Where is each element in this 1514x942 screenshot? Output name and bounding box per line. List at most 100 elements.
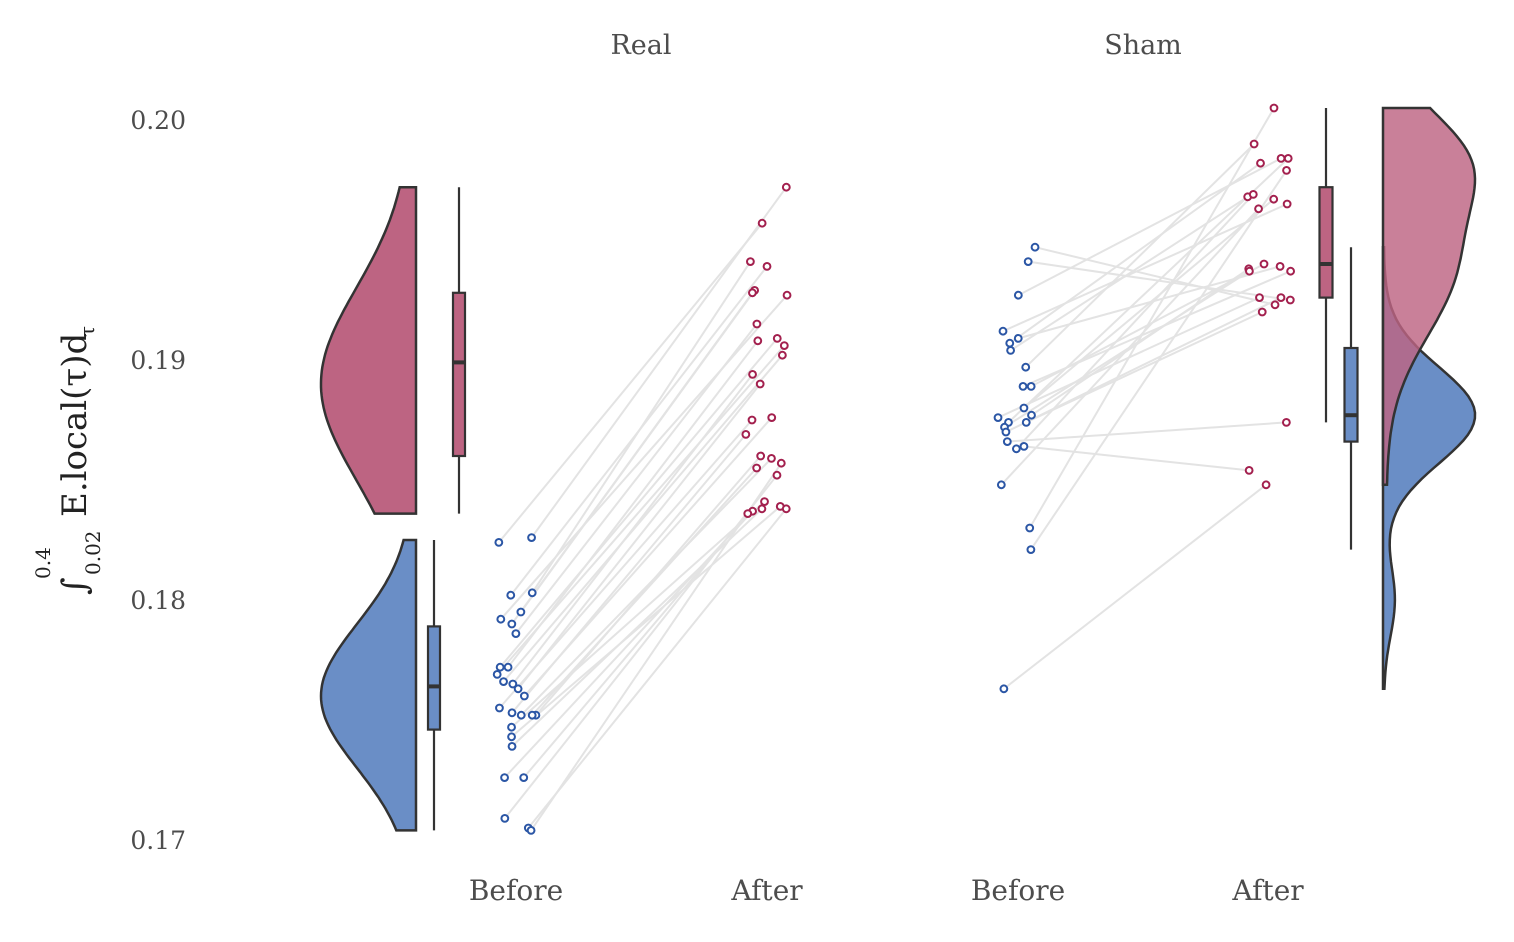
- before-point: [1013, 290, 1023, 300]
- y-tick-label: 0.19: [130, 346, 186, 375]
- paired-line: [1025, 311, 1263, 424]
- y-axis-label: ∫ 0.4 0.02 E.local(τ)d τ: [31, 326, 105, 595]
- after-point: [1275, 262, 1285, 271]
- before-point: [996, 480, 1006, 490]
- before-point: [496, 614, 506, 624]
- after-point: [757, 218, 767, 228]
- paired-line: [504, 474, 778, 820]
- after-point: [1259, 259, 1269, 269]
- before-point: [1026, 545, 1036, 554]
- paired-line: [510, 505, 781, 738]
- paired-points: [492, 182, 792, 835]
- before-point: [500, 814, 510, 823]
- before-point: [1019, 442, 1029, 451]
- y-label-expression-subscript: τ: [75, 326, 99, 337]
- before-point: [508, 679, 518, 689]
- paired-line: [1005, 296, 1282, 433]
- before-point: [1021, 362, 1031, 372]
- before-point: [507, 742, 517, 751]
- after-point: [1269, 194, 1279, 204]
- panel-real: Real Before After: [319, 30, 803, 907]
- before-point: [507, 722, 516, 732]
- paired-line: [511, 292, 754, 625]
- y-label-expression: E.local(τ)d: [55, 333, 95, 517]
- after-point: [767, 454, 776, 463]
- x-tick-label-after: After: [730, 874, 803, 907]
- before-point: [1001, 427, 1011, 437]
- paired-line: [527, 508, 788, 829]
- y-axis-ticks: 0.17 0.18 0.19 0.20: [130, 106, 186, 855]
- before-point: [1025, 523, 1035, 533]
- after-point: [1249, 139, 1259, 149]
- after-point: [1248, 190, 1258, 199]
- x-tick-label-before: Before: [971, 874, 1065, 907]
- before-point: [1021, 418, 1031, 427]
- after-point: [741, 430, 751, 439]
- paired-line: [498, 222, 763, 544]
- before-point: [1027, 410, 1036, 420]
- after-point: [748, 370, 757, 379]
- before-point: [1018, 382, 1028, 391]
- after-point: [752, 319, 762, 329]
- before-boxplot: [1343, 247, 1359, 550]
- before-boxplot-box: [1343, 346, 1359, 443]
- after-point: [756, 451, 766, 461]
- after-point: [782, 290, 792, 300]
- after-point: [760, 497, 769, 507]
- after-point: [743, 509, 753, 518]
- before-point: [527, 588, 537, 598]
- paired-line: [1028, 107, 1275, 529]
- paired-line: [511, 508, 763, 748]
- after-boxplot-box: [451, 291, 467, 458]
- panel-sham: Sham Before After: [971, 30, 1477, 907]
- before-point: [1013, 334, 1023, 343]
- after-point: [772, 470, 782, 480]
- before-point: [519, 691, 529, 701]
- panel-title: Sham: [1104, 30, 1182, 61]
- after-point: [747, 415, 757, 425]
- after-point: [1244, 466, 1254, 475]
- y-label-lower-limit: 0.02: [81, 530, 105, 575]
- before-point: [516, 607, 526, 617]
- paired-line: [530, 462, 783, 831]
- before-point: [506, 590, 516, 600]
- after-point: [772, 334, 782, 343]
- after-point: [746, 257, 755, 267]
- y-tick-label: 0.20: [130, 106, 186, 135]
- paired-line: [1017, 157, 1282, 297]
- before-density: [319, 538, 418, 832]
- after-point: [1282, 199, 1292, 209]
- before-point: [1011, 444, 1021, 454]
- before-point: [1019, 403, 1029, 413]
- after-density: [1381, 106, 1477, 487]
- before-point: [507, 619, 517, 629]
- after-point: [1283, 154, 1293, 163]
- after-boxplot: [1318, 108, 1334, 423]
- after-density: [319, 185, 418, 515]
- before-point: [1002, 437, 1012, 447]
- after-boxplot: [451, 187, 467, 514]
- before-point: [527, 710, 537, 720]
- before-point: [998, 326, 1008, 336]
- before-point: [999, 684, 1009, 694]
- after-point: [752, 463, 762, 473]
- after-point: [1261, 480, 1271, 490]
- before-point: [1023, 257, 1033, 267]
- after-point: [1276, 293, 1286, 303]
- before-point: [1026, 382, 1036, 391]
- after-point: [1285, 295, 1295, 305]
- paired-line: [1009, 162, 1262, 345]
- paired-line: [1030, 169, 1288, 551]
- after-point: [781, 182, 791, 192]
- y-label-integral-sign: ∫: [55, 577, 95, 595]
- after-point: [777, 350, 787, 360]
- paired-line: [510, 500, 766, 728]
- paired-line: [1007, 157, 1289, 424]
- paired-line: [512, 373, 754, 685]
- paired-line: [515, 323, 758, 635]
- paired-line: [1000, 208, 1260, 486]
- paired-line: [511, 433, 747, 714]
- before-point: [511, 629, 521, 638]
- after-point: [1282, 166, 1291, 175]
